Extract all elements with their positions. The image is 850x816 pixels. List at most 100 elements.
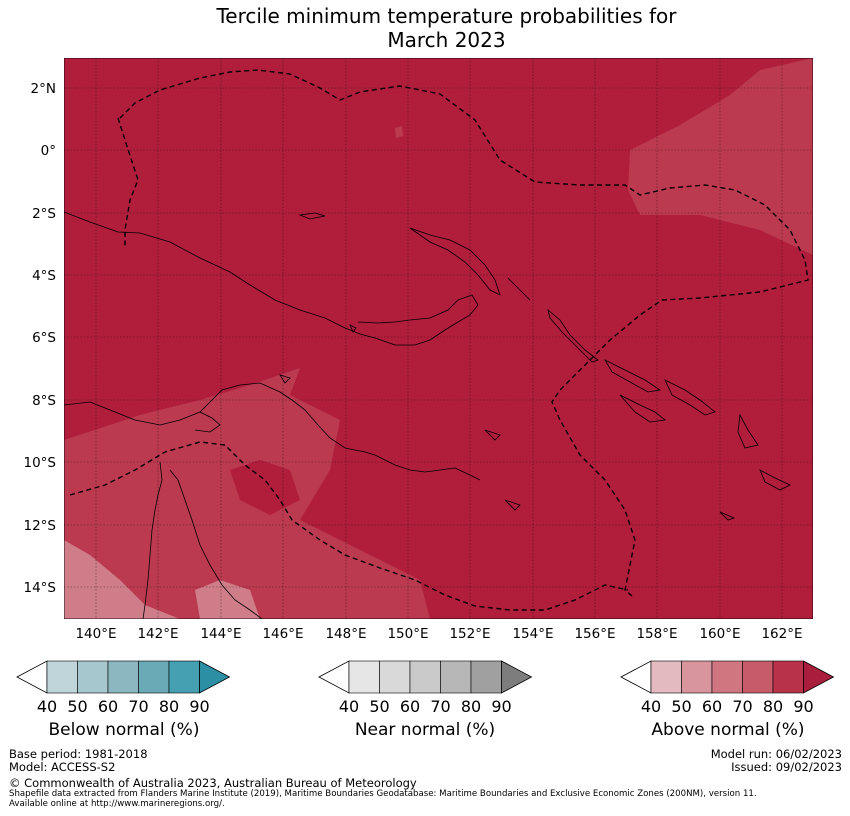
lat-label: 12°S [24,518,57,534]
map-title: Tercile minimum temperature probabilitie… [0,4,850,52]
new-guinea-south-coast [64,382,481,481]
near-colorbar-lower-extend [318,660,350,694]
near-colorbar-segment [348,660,380,694]
bougainville [547,308,599,363]
lon-label: 154°E [512,626,553,642]
above-colorbar-lower-extend [620,660,652,694]
solomon-4 [737,413,759,449]
title-line-1: Tercile minimum temperature probabilitie… [216,4,677,28]
shapefile-credit-2: Available online at http://www.marinereg… [9,799,225,809]
above-normal-70-80-region-northeast [395,126,403,138]
lon-label: 142°E [137,626,178,642]
copyright: © Commonwealth of Australia 2023, Austra… [9,776,417,790]
maritime-boundaries [69,69,809,611]
below-colorbar-tick: 50 [67,697,87,716]
lat-label: 14°S [24,580,57,596]
above-normal-title: Above normal (%) [651,720,805,740]
solomon-1 [603,359,662,393]
below-colorbar-tick: 60 [98,697,118,716]
near-colorbar-segment [409,660,441,694]
above-colorbar-tick: 40 [641,697,661,716]
solomon-5 [759,469,791,491]
above-colorbar-tick: 60 [702,697,722,716]
above-colorbar-tick: 70 [732,697,752,716]
new-guinea-north-coast [64,211,479,346]
lon-label: 162°E [761,626,802,642]
above-normal-60-70-region-2 [195,580,260,619]
near-colorbar-segment [379,660,411,694]
below-colorbar-tick: 80 [159,697,179,716]
above-colorbar-tick: 80 [763,697,783,716]
near-colorbar-tick: 60 [400,697,420,716]
near-colorbar-tick: 40 [339,697,359,716]
model-name: Model: ACCESS-S2 [9,760,116,774]
near-colorbar-upper-extend [501,660,533,694]
below-colorbar-segment [138,660,170,694]
islet-1 [349,324,357,333]
map-area [64,58,813,619]
above-colorbar-segment [681,660,713,694]
above-normal-colorbar: 40 50 60 70 80 90 [620,660,835,716]
png-eez-boundary [119,69,809,597]
islet-3 [719,511,736,521]
lon-label: 156°E [574,626,615,642]
louisiade-2 [504,499,521,511]
above-colorbar-upper-extend [803,660,835,694]
new-ireland [507,277,531,301]
above-colorbar-tick: 50 [671,697,691,716]
lat-label: 2°N [31,81,56,97]
lat-label: 6°S [32,330,56,346]
shapefile-credit-1: Shapefile data extracted from Flanders M… [9,789,757,799]
graticule [64,58,813,619]
lat-label: 10°S [24,455,57,471]
above-normal-60-70-region [64,540,180,619]
above-colorbar-segment [711,660,743,694]
png-eez-boundary-south [117,117,139,248]
below-colorbar-segment [77,660,109,694]
below-colorbar-segment [107,660,139,694]
lon-label: 148°E [325,626,366,642]
near-colorbar-tick: 90 [491,697,511,716]
near-colorbar-tick: 50 [369,697,389,716]
manus [298,212,326,220]
latitude-labels: 2°N 0° 2°S 4°S 6°S 8°S 10°S 12°S 14°S [24,81,57,596]
lon-label: 158°E [636,626,677,642]
below-colorbar-lower-extend [16,660,48,694]
below-normal-colorbar: 40 50 60 70 80 90 [16,660,231,716]
lon-label: 152°E [449,626,490,642]
aus-png-boundary [69,441,629,611]
lat-label: 0° [41,143,56,159]
solomon-2 [664,379,716,416]
near-colorbar-segment [440,660,472,694]
lon-label: 140°E [75,626,116,642]
above-normal-70-80-region-east [628,58,813,255]
cape-york [142,461,163,619]
title-line-2: March 2023 [387,28,506,52]
lon-label: 144°E [200,626,241,642]
issued-date: Issued: 09/02/2023 [731,760,842,774]
new-britain [409,227,501,296]
below-colorbar-upper-extend [199,660,231,694]
lon-label: 146°E [262,626,303,642]
gulf-coast [194,411,221,433]
below-colorbar-tick: 70 [128,697,148,716]
longitude-labels: 140°E 142°E 144°E 146°E 148°E 150°E 152°… [75,626,802,642]
above-colorbar-tick: 90 [793,697,813,716]
base-period: Base period: 1981-2018 [9,747,148,761]
near-normal-colorbar: 40 50 60 70 80 90 [318,660,533,716]
below-colorbar-tick: 90 [189,697,209,716]
above-colorbar-segment [772,660,804,694]
cape-york-east [169,469,263,619]
model-run: Model run: 06/02/2023 [710,747,842,761]
below-colorbar-segment [168,660,200,694]
lat-label: 8°S [32,393,56,409]
above-colorbar-segment [742,660,774,694]
solomon-3 [619,394,666,423]
above-normal-80-90-patch [230,460,300,515]
lat-label: 4°S [32,268,56,284]
below-normal-title: Below normal (%) [48,720,200,740]
near-colorbar-segment [470,660,502,694]
below-colorbar-segment [46,660,78,694]
lon-label: 150°E [387,626,428,642]
